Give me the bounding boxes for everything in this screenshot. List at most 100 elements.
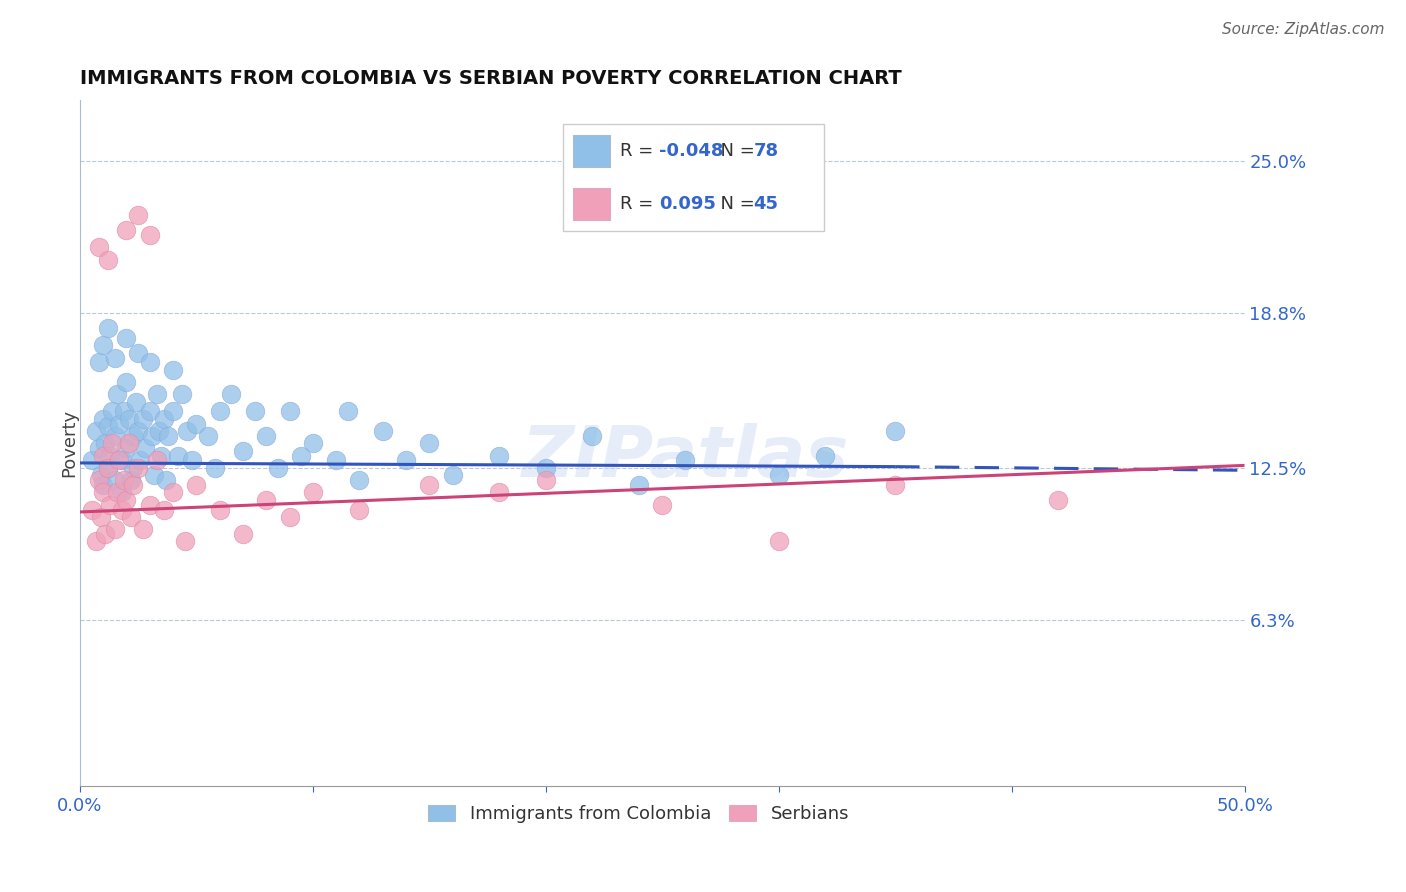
Point [768,468,790,483]
Point [675,453,697,467]
Point [1047,492,1070,507]
Point [627,478,650,492]
Point [488,449,510,463]
Point [105,485,128,500]
Point [204,460,226,475]
Point [98,498,121,512]
Point [290,449,312,463]
Point [112,473,135,487]
Point [108,453,131,467]
Point [162,363,184,377]
Point [87,240,110,254]
Text: Source: ZipAtlas.com: Source: ZipAtlas.com [1222,22,1385,37]
Point [325,453,347,467]
Point [105,387,128,401]
Point [254,429,277,443]
Point [418,436,440,450]
Point [488,485,510,500]
Point [108,417,131,431]
Point [534,473,557,487]
Point [84,424,107,438]
Point [176,424,198,438]
Point [162,404,184,418]
Point [208,502,231,516]
Point [219,387,242,401]
Point [254,492,277,507]
Point [197,429,219,443]
Text: -0.048: -0.048 [659,142,724,160]
Point [97,460,120,475]
Point [814,449,837,463]
Point [118,412,141,426]
Point [768,534,790,549]
Point [97,460,120,475]
Text: 0.095: 0.095 [659,195,716,213]
Point [87,473,110,487]
Point [267,460,290,475]
Point [232,527,254,541]
Point [115,331,138,345]
Point [884,424,907,438]
Point [115,442,138,456]
Point [301,485,323,500]
Point [139,227,162,242]
Point [111,453,134,467]
Text: R =: R = [620,142,659,160]
Point [101,404,124,418]
Point [87,442,110,456]
Point [129,453,152,467]
Point [84,534,107,549]
Point [336,404,359,418]
Point [186,478,208,492]
Point [418,478,440,492]
Point [581,429,603,443]
Text: N =: N = [709,195,761,213]
Point [97,321,120,335]
Point [122,478,145,492]
Point [278,509,301,524]
Point [157,429,180,443]
Point [132,412,155,426]
Point [91,485,114,500]
Point [301,436,323,450]
Point [180,453,202,467]
Point [94,436,117,450]
Point [80,502,103,516]
Point [166,449,188,463]
Point [139,498,162,512]
Point [115,223,138,237]
Point [349,473,371,487]
Point [122,460,145,475]
Point [141,429,163,443]
Point [91,478,114,492]
Text: ZIPatlas: ZIPatlas [522,423,849,491]
Legend: Immigrants from Colombia, Serbians: Immigrants from Colombia, Serbians [419,796,859,832]
Point [127,424,149,438]
Point [90,509,112,524]
Point [90,468,112,483]
Point [152,502,174,516]
Point [115,375,138,389]
Text: 45: 45 [754,195,779,213]
Point [278,404,301,418]
Text: 78: 78 [754,142,779,160]
Point [104,429,127,443]
Point [143,468,166,483]
Point [395,453,418,467]
Point [122,429,145,443]
Point [101,436,124,450]
Point [112,404,135,418]
Point [651,498,673,512]
Point [125,394,148,409]
Point [172,387,194,401]
Point [97,419,120,434]
Point [148,424,170,438]
Point [441,468,464,483]
Point [150,449,173,463]
Point [173,534,195,549]
Text: N =: N = [709,142,761,160]
Point [127,345,149,359]
Point [104,351,127,365]
Text: R =: R = [620,195,665,213]
Point [115,492,138,507]
